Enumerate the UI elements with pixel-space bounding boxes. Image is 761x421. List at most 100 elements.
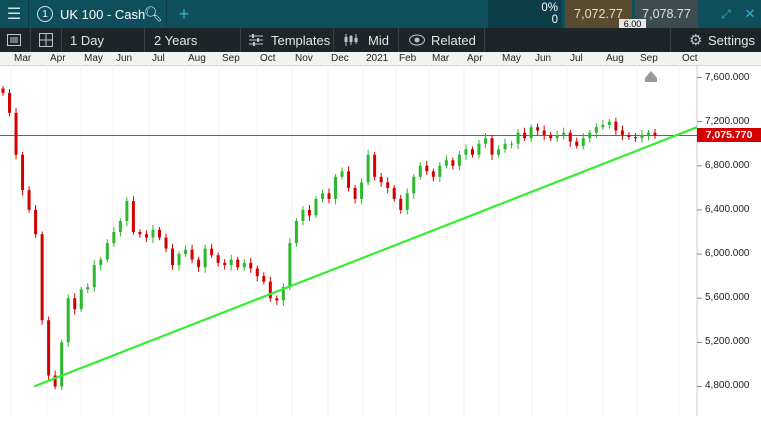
x-tick-label: Feb	[399, 53, 417, 64]
candle-body	[112, 232, 116, 244]
sell-price-button[interactable]: 7,072.77	[565, 0, 632, 28]
candle-body	[549, 134, 553, 139]
candle-body	[40, 234, 44, 321]
x-tick-label: Aug	[188, 53, 206, 64]
candle-body	[562, 132, 566, 135]
divider	[28, 0, 29, 28]
candle-body	[360, 182, 364, 199]
x-tick-label: Jun	[535, 53, 552, 64]
interval-selector[interactable]: 1 Day	[70, 32, 104, 48]
search-icon[interactable]: 🔍︎	[143, 6, 163, 23]
y-tick-label: 7,200.000	[705, 115, 750, 127]
change-value: 0	[551, 14, 558, 26]
templates-icon[interactable]	[249, 28, 263, 52]
change-percent: 0%	[541, 2, 558, 14]
candle-body	[223, 262, 227, 266]
x-tick-label: Mar	[14, 53, 32, 64]
chart-canvas[interactable]	[0, 65, 761, 416]
x-tick-label: Aug	[606, 53, 624, 64]
candle-body	[210, 248, 214, 256]
candle-body	[614, 121, 618, 131]
candle-body	[555, 134, 559, 139]
candle-body	[1, 88, 5, 93]
layout-grid-icon[interactable]	[39, 28, 53, 52]
candle-body	[157, 229, 161, 238]
x-tick-label: Jul	[152, 53, 165, 64]
spread-badge: 6.00	[619, 19, 646, 29]
plus-icon[interactable]: +	[178, 3, 190, 24]
candle-body	[8, 92, 12, 113]
candle-body	[347, 171, 351, 188]
candle-body	[275, 298, 279, 301]
candle-body	[620, 130, 624, 135]
menu-icon[interactable]: ☰	[6, 6, 22, 23]
candle-body	[366, 154, 370, 183]
candle-body	[464, 149, 468, 155]
candle-body	[190, 249, 194, 260]
candle-body	[125, 201, 129, 221]
candle-body	[640, 134, 644, 139]
candle-body	[184, 249, 188, 255]
price-chart[interactable]: 7,600.000 7,200.000 6,800.000 6,400.000 6,00…	[0, 65, 761, 416]
candle-body	[438, 165, 442, 177]
candle-body	[431, 171, 435, 177]
candle-body	[418, 165, 422, 177]
related-button[interactable]: Related	[431, 32, 476, 48]
trendline	[33, 126, 698, 388]
candle-body	[399, 198, 403, 210]
x-tick-label: 2021	[366, 53, 389, 64]
x-tick-label: May	[84, 53, 103, 64]
templates-button[interactable]: Templates	[271, 32, 331, 48]
divider	[398, 28, 399, 52]
related-icon[interactable]	[409, 28, 425, 52]
x-tick-label: Sep	[222, 53, 240, 64]
close-icon[interactable]: ✕	[744, 6, 756, 21]
x-tick-label: Jun	[116, 53, 133, 64]
candle-body	[594, 127, 598, 133]
candle-body	[229, 259, 233, 266]
candle-body	[568, 132, 572, 142]
candle-body	[575, 141, 579, 146]
y-tick-label: 6,800.000	[705, 159, 750, 171]
candle-body	[633, 137, 637, 139]
candle-body	[334, 176, 338, 199]
candle-body	[607, 121, 611, 125]
y-tick-label: 4,800.000	[705, 380, 750, 392]
candle-body	[34, 209, 38, 235]
divider	[670, 28, 671, 52]
candle-body	[327, 193, 331, 199]
range-selector[interactable]: 2 Years	[154, 32, 198, 48]
settings-button[interactable]: Settings	[708, 32, 755, 48]
instrument-name[interactable]: UK 100 - Cash	[60, 6, 146, 22]
candle-body	[21, 154, 25, 191]
candle-body	[66, 298, 70, 343]
x-tick-label: Oct	[682, 53, 698, 64]
candle-body	[320, 193, 324, 199]
instrument-header: ☰ 1 UK 100 - Cash 🔍︎ + 0% 0 7,072.77 7,0…	[0, 0, 761, 29]
candle-body	[627, 134, 631, 138]
gear-icon[interactable]: ⚙	[689, 32, 703, 49]
price-mode-button[interactable]: Mid	[368, 32, 389, 48]
candle-body	[425, 165, 429, 172]
candle-body	[255, 268, 259, 277]
y-tick-label: 7,600.000	[705, 71, 750, 83]
x-tick-label: Apr	[467, 53, 483, 64]
candle-body	[653, 132, 657, 136]
candle-body	[601, 124, 605, 128]
candle-body	[497, 149, 501, 155]
candles-icon[interactable]	[344, 28, 358, 52]
candle-body	[379, 176, 383, 183]
candle-body	[262, 276, 266, 282]
current-price-label: 7,075.770	[697, 128, 761, 143]
candle-body	[470, 149, 474, 155]
candle-body	[268, 281, 272, 299]
candle-body	[249, 262, 253, 269]
candle-body	[197, 259, 201, 268]
list-icon[interactable]	[7, 28, 21, 52]
x-tick-label: Jul	[570, 53, 583, 64]
expand-icon[interactable]: ⤢	[721, 6, 731, 21]
candle-body	[503, 143, 507, 150]
y-tick-label: 5,200.000	[705, 336, 750, 348]
chart-toolbar: 1 Day 2 Years Templates Mid Related ⚙ Se…	[0, 28, 761, 52]
divider	[61, 28, 62, 52]
